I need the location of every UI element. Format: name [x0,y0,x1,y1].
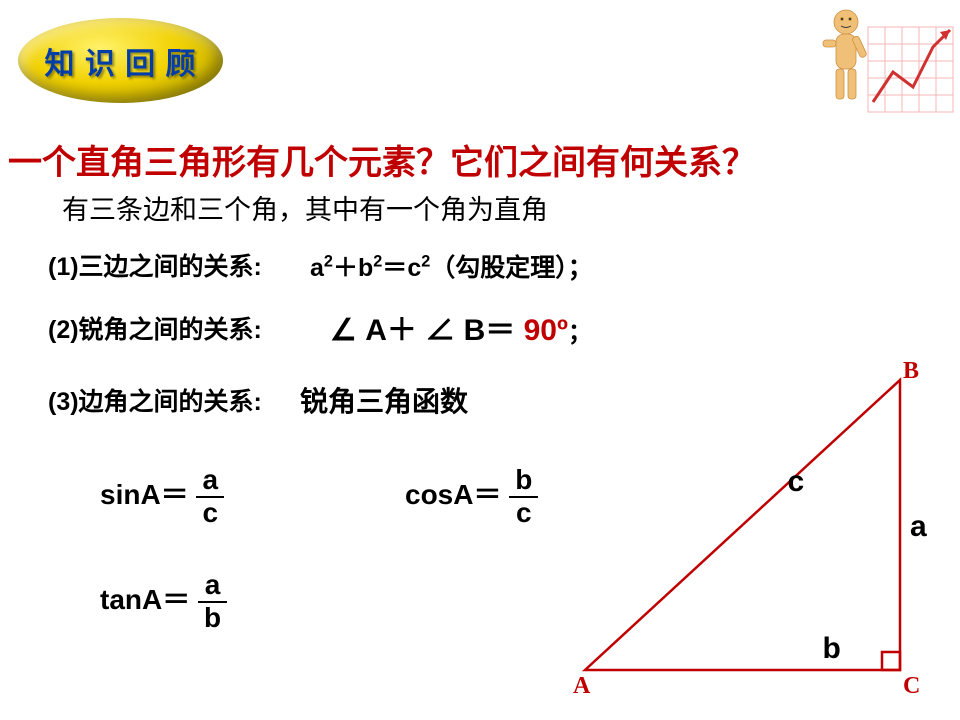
vertex-b-label: B [903,358,919,385]
var-b: b [358,254,373,282]
cos-formula: cosA＝ bc [405,465,538,529]
eq: ＝ [382,254,407,282]
cos-label: cosA＝ [405,479,501,510]
main-question: 一个直角三角形有几个元素？它们之间有何关系？ [8,135,756,184]
semicolon: ； [568,319,592,346]
side-a-label: a [910,510,927,544]
right-angle-mark [882,652,900,670]
graph-decoration [818,2,956,127]
numerator: a [198,570,227,603]
vertex-a-label: A [573,673,590,700]
relation-2-value: ∠ A＋ ∠ B＝ 90º； [330,305,592,349]
plus: ＋ [387,314,417,347]
review-badge: 知 识 回 顾 [18,18,223,103]
numerator: b [509,465,538,498]
fraction: bc [509,465,538,529]
var-c: c [407,254,421,282]
angle-symbol: ∠ [330,314,357,347]
angle-symbol: ∠ [425,314,455,347]
eq: ＝ [485,314,515,347]
sin-formula: sinA＝ ac [100,465,224,529]
var-a: a [310,254,324,282]
denominator: c [509,498,538,529]
relation-1-label: (1)三边之间的关系: [48,247,262,283]
relation-3-value: 锐角三角函数 [300,380,468,420]
fraction: ab [198,570,227,634]
ninety: 90º [515,314,568,347]
triangle-shape [585,380,900,670]
vertex-c-label: C [903,673,920,700]
relation-2-label: (2)锐角之间的关系: [48,310,262,346]
denominator: b [198,603,227,634]
angle-b: B [464,314,486,347]
figure-icon [823,10,867,99]
side-c-label: c [788,465,805,499]
relation-3-label: (3)边角之间的关系: [48,382,262,418]
numerator: a [196,465,224,498]
denominator: c [196,498,224,529]
answer-text: 有三条边和三个角，其中有一个角为直角 [62,188,548,227]
side-b-label: b [823,632,841,666]
badge-text: 知 识 回 顾 [44,39,196,83]
relation-1-value: a2＋b2＝c2（勾股定理）； [310,248,593,284]
tan-label: tanA＝ [100,584,190,615]
tan-formula: tanA＝ ab [100,570,227,634]
sin-label: sinA＝ [100,479,189,510]
angle-a: A [365,314,387,347]
triangle-svg [570,360,935,695]
right-triangle-diagram: A B C a b c [570,360,935,695]
plus: ＋ [333,254,358,282]
pythagoras-note: （勾股定理）； [430,254,593,282]
fraction: ac [196,465,224,529]
